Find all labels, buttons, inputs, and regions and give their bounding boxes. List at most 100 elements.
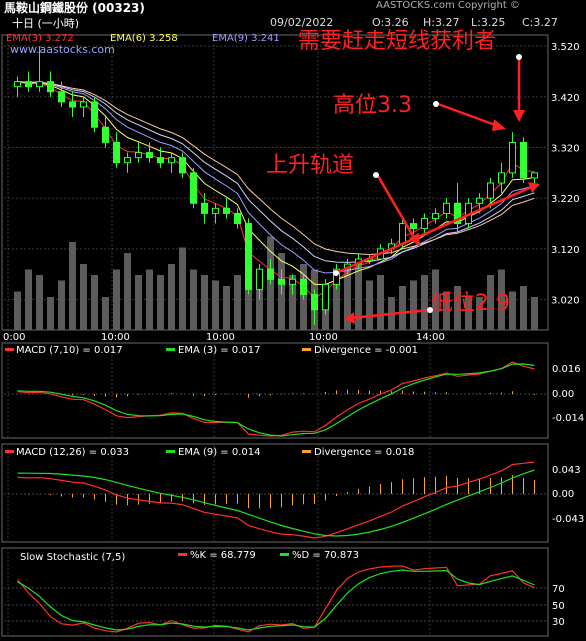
arrow-head [528, 182, 540, 193]
arrow-tail-dot [333, 270, 339, 276]
legend-swatch [5, 450, 14, 453]
candle-body [168, 157, 175, 164]
candle-body [102, 126, 109, 143]
annotation-top: 需要赶走短线获利者 [298, 29, 496, 54]
volume-bar [344, 269, 351, 330]
candle-body [124, 157, 131, 164]
candle-body [520, 141, 527, 179]
legend-swatch [302, 450, 311, 453]
candle-body [421, 217, 428, 230]
volume-bar [157, 275, 164, 330]
volume-bar [509, 291, 516, 330]
volume-bar [124, 253, 131, 330]
axis-label: -0.043 [552, 514, 584, 525]
macd2-axis: 0.043 0.00 -0.043 [552, 465, 584, 525]
macd1-legend: MACD (7,10) = 0.017 EMA (3) = 0.017 Dive… [5, 345, 418, 356]
candle-body [410, 223, 417, 230]
macd2-legend-ema: EMA (9) = 0.014 [178, 447, 261, 458]
volume-bar [47, 297, 54, 330]
candle-body [14, 81, 21, 88]
annotation-low: 低位2.9 [431, 291, 510, 316]
time-axis: 0:00 10:00 10:00 10:00 14:00 [3, 332, 445, 343]
candle-body [432, 212, 439, 219]
candle-body [454, 202, 461, 225]
candle-body [201, 202, 208, 214]
price-axis-label: 3.320 [551, 144, 580, 155]
macd2-legend: MACD (12,26) = 0.033 EMA (9) = 0.014 Div… [5, 447, 414, 458]
annotations: 需要赶走短线获利者 高位3.3 上升轨道 低位2.9 [266, 29, 540, 324]
arrow-tails [333, 54, 522, 313]
ema-legend: EMA(3) 3.272 EMA(6) 3.258 EMA(9) 3.241 [6, 33, 280, 44]
volume-bar [168, 264, 175, 330]
price-axis-label: 3.120 [551, 245, 580, 256]
volume-bar [69, 242, 76, 330]
candle-body [58, 91, 65, 103]
volume-bar [223, 286, 230, 330]
arrow-head [492, 119, 506, 131]
candle-body [498, 172, 505, 184]
arrow-channel-up [335, 184, 535, 275]
ema-line [17, 81, 535, 256]
candle-body [36, 81, 43, 88]
ema-line [17, 81, 535, 274]
copyright: AASTOCKS.com Copyright © [376, 0, 520, 11]
time-label: 0:00 [3, 332, 25, 343]
candle-body [531, 172, 538, 179]
ema-line [17, 81, 535, 263]
annotation-channel: 上升轨道 [266, 153, 354, 178]
candle-body [179, 157, 186, 174]
time-label: 10:00 [309, 332, 338, 343]
high-label: H:3.27 [423, 16, 459, 29]
candle-body [80, 101, 87, 108]
candle-body [278, 278, 285, 285]
axis-label: 30 [552, 617, 565, 628]
volume-bar [102, 297, 109, 330]
date-label: 09/02/2022 [270, 16, 333, 29]
candle-body [399, 223, 406, 245]
arrow-high [437, 102, 499, 128]
period-label: 十日 (一小時) [12, 16, 79, 30]
legend-swatch [166, 450, 175, 453]
stoch-legend: Slow Stochastic (7,5) %K = 68.779 %D = 7… [20, 550, 359, 563]
axis-label: -0.014 [552, 413, 584, 424]
candle-body [25, 81, 32, 88]
macd2-signal [17, 469, 535, 537]
volume-bar [333, 275, 340, 330]
arrow-head [344, 312, 355, 324]
macd1-legend-macd: MACD (7,10) = 0.017 [16, 345, 123, 356]
macd2-panel [1, 443, 549, 543]
arrow-channel-down [376, 175, 418, 242]
volume-bar [135, 275, 142, 330]
volume-bar [91, 275, 98, 330]
candle-body [146, 152, 153, 159]
candle-body [212, 207, 219, 214]
volume-bar [366, 280, 373, 330]
ema3-legend: EMA(3) 3.272 [6, 33, 74, 44]
time-label: 10:00 [101, 332, 130, 343]
candle-body [91, 101, 98, 128]
candle-body [223, 207, 230, 214]
watermark: www.aastocks.com [10, 43, 115, 56]
volume-bar [498, 269, 505, 330]
price-axis-label: 3.020 [551, 296, 580, 307]
volume-bar [36, 275, 43, 330]
candle-body [476, 197, 483, 204]
candle-body [234, 212, 241, 225]
macd2-line [17, 461, 535, 539]
macd1-legend-ema: EMA (3) = 0.017 [178, 345, 261, 356]
arrow-head [513, 110, 525, 122]
macd1-legend-div: Divergence = -0.001 [314, 345, 418, 356]
volume-bar [410, 280, 417, 330]
volume-bar [454, 286, 461, 330]
candle-body [69, 101, 76, 108]
arrow-tail-dot [516, 54, 522, 60]
volume-bar [234, 275, 241, 330]
candle-body [300, 278, 307, 296]
candle-body [267, 268, 274, 280]
time-label: 14:00 [416, 332, 445, 343]
candle-body [157, 157, 164, 164]
stoch-d-line [17, 569, 535, 631]
volume-bar [146, 269, 153, 330]
price-axis-label: 3.420 [551, 93, 580, 104]
